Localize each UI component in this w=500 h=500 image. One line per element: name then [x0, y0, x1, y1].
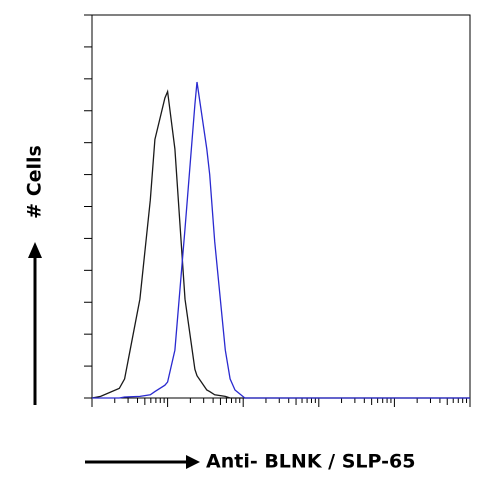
histogram-line [91, 89, 470, 399]
y-arrowhead [28, 242, 42, 258]
plot-frame [91, 14, 471, 399]
x-axis-label: Anti- BLNK / SLP-65 [206, 451, 415, 473]
y-axis-label: # Cells [24, 145, 46, 219]
x-arrowhead [186, 455, 200, 469]
histogram-line [92, 81, 470, 399]
